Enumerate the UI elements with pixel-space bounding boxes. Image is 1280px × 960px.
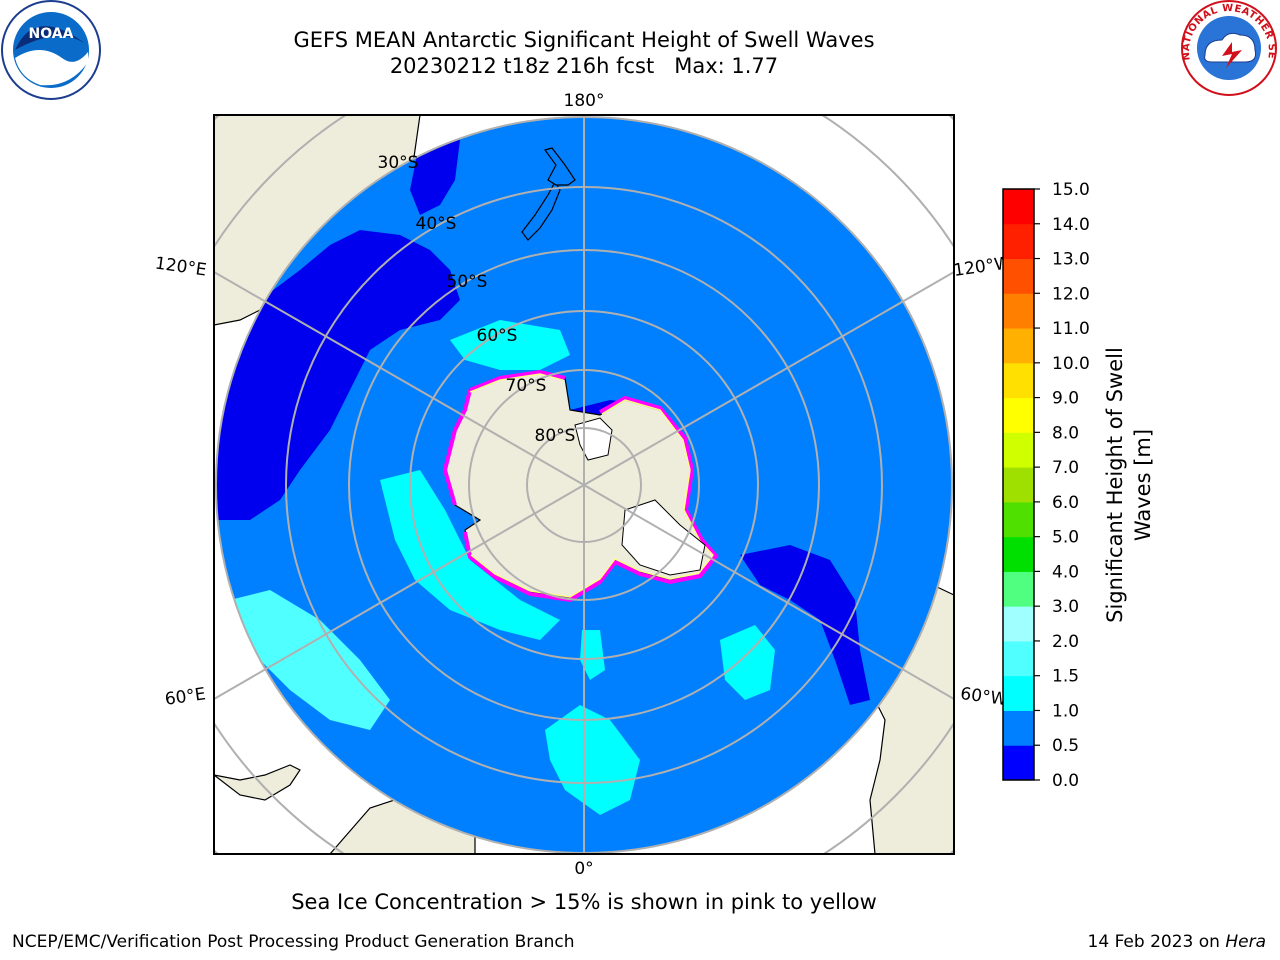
- lon-label-60e: 60°E: [164, 684, 207, 709]
- lat-label-80s: 80°S: [535, 426, 576, 446]
- nws-logo-icon: [1181, 0, 1277, 96]
- colorbar-tick-label: 14.0: [1052, 215, 1090, 235]
- colorbar-segment: [1003, 536, 1034, 572]
- title-line-2: 20230212 t18z 216h fcst Max: 1.77: [389, 54, 779, 78]
- africa-land: [214, 764, 301, 801]
- colorbar-segment: [1003, 223, 1034, 260]
- colorbar-segment: [1003, 571, 1034, 607]
- colorbar-segment: [1003, 362, 1034, 399]
- colorbar-segment: [1003, 675, 1034, 711]
- footer-credit: NCEP/EMC/Verification Post Processing Pr…: [12, 932, 575, 952]
- lon-label-0: 0°: [574, 859, 593, 879]
- colorbar-tick-label: 1.5: [1052, 667, 1079, 687]
- swell-mid-region-3: [545, 705, 640, 815]
- colorbar-segment: [1003, 189, 1034, 225]
- colorbar-label-line2: Waves [m]: [1131, 429, 1155, 541]
- footer-date: 14 Feb 2023 on Hera: [1088, 932, 1266, 952]
- colorbar-segment: [1003, 467, 1034, 503]
- colorbar-segment: [1003, 606, 1034, 642]
- graticule: [214, 115, 954, 854]
- colorbar-tick-label: 8.0: [1052, 423, 1079, 443]
- colorbar-segment: [1003, 258, 1034, 294]
- colorbar-tick-label: 10.0: [1052, 354, 1090, 374]
- colorbar-tick-label: 15.0: [1052, 180, 1090, 200]
- colorbar-tick-label: 4.0: [1052, 562, 1079, 582]
- lat-label-60s: 60°S: [477, 326, 518, 346]
- noaa-logo-text: NOAA: [29, 26, 74, 42]
- new-zealand-south-land: [521, 180, 561, 241]
- colorbar-segment: [1003, 328, 1034, 364]
- swell-mid-region-4: [720, 625, 775, 700]
- footer-date-text: 14 Feb 2023 on: [1087, 932, 1226, 952]
- colorbar-tick-label: 12.0: [1052, 284, 1090, 304]
- map-frame: [213, 114, 955, 855]
- lat-label-50s: 50°S: [447, 272, 488, 292]
- lon-label-180: 180°: [564, 91, 605, 111]
- swell-mid-region-5: [450, 320, 570, 370]
- colorbar-tick-label: 5.0: [1052, 528, 1079, 548]
- swell-low-region-indian: [216, 230, 460, 520]
- sea-ice-rim-inner: [469, 373, 714, 598]
- colorbar-segment: [1003, 710, 1034, 746]
- lon-label-60w: 60°W: [959, 684, 1008, 710]
- swell-low-region-tasman: [410, 140, 460, 215]
- colorbar-tick-label: 6.0: [1052, 493, 1079, 513]
- colorbar-segment: [1003, 397, 1034, 433]
- swell-mid-region-1: [380, 470, 560, 640]
- colorbar-tick-label: 13.0: [1052, 250, 1090, 270]
- colorbar-segment: [1003, 745, 1034, 781]
- lat-label-30s: 30°S: [378, 153, 419, 173]
- new-zealand-north-land: [544, 147, 576, 186]
- title-line-1: GEFS MEAN Antarctic Significant Height o…: [293, 28, 875, 52]
- colorbar-tick-label: 0.0: [1052, 771, 1079, 791]
- colorbar-segment: [1003, 640, 1034, 677]
- colorbar: [1003, 189, 1034, 781]
- colorbar-tick-label: 0.5: [1052, 736, 1079, 756]
- colorbar-tick-label: 2.0: [1052, 632, 1079, 652]
- colorbar-segment: [1003, 432, 1034, 468]
- swell-mid-region-6: [580, 630, 605, 680]
- lat-label-70s: 70°S: [506, 376, 547, 396]
- colorbar-tick-label: 11.0: [1052, 319, 1090, 339]
- colorbar-ticks: 0.0 0.5 1.0 1.5 2.0 3.0 4.0 5.0 6.0 7.0 8.0 9.0 10.0…: [1034, 180, 1090, 791]
- colorbar-segment: [1003, 293, 1034, 329]
- lat-label-40s: 40°S: [416, 214, 457, 234]
- footer-host: Hera: [1225, 932, 1266, 952]
- sea-ice-note: Sea Ice Concentration > 15% is shown in …: [291, 890, 877, 914]
- colorbar-tick-label: 1.0: [1052, 701, 1079, 721]
- colorbar-tick-label: 9.0: [1052, 389, 1079, 409]
- colorbar-label-line1: Significant Height of Swell: [1103, 347, 1127, 623]
- lon-label-120e: 120°E: [154, 254, 208, 281]
- colorbar-segment: [1003, 501, 1034, 538]
- colorbar-tick-label: 3.0: [1052, 597, 1079, 617]
- colorbar-tick-label: 7.0: [1052, 458, 1079, 478]
- swell-mid-region-2: [230, 590, 390, 730]
- noaa-logo-icon: NOAA: [1, 0, 101, 100]
- colorbar-frame: [1002, 188, 1035, 781]
- swell-low-region-drake: [740, 545, 870, 705]
